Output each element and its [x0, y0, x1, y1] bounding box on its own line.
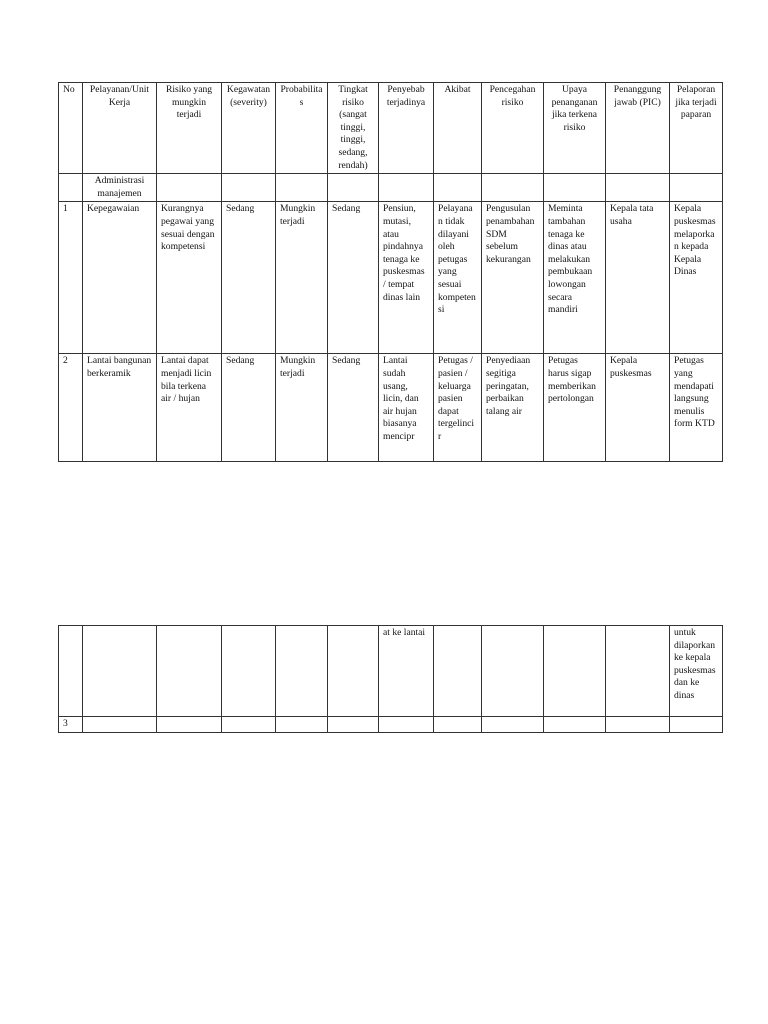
table-cell: Sedang — [221, 353, 276, 463]
table-cell: Petugas yang mendapati langsung menulis … — [669, 353, 723, 463]
table-cell: 1 — [58, 201, 83, 355]
table-cell: Penyediaan segitiga peringatan, perbaika… — [481, 353, 544, 463]
section-label: Administrasi manajemen — [82, 173, 157, 203]
header-cell: Akibat — [433, 81, 482, 175]
table-cell: Lantai bangunan berkeramik — [82, 353, 157, 463]
risk-table-page-2: at ke lantai untuk dilaporkan ke kepala … — [58, 625, 723, 733]
header-cell: Probabilitas — [275, 81, 328, 175]
table-cell: Kepala puskesmas — [605, 353, 670, 463]
header-cell: Upaya penanganan jika terkena risiko — [543, 81, 606, 175]
table-cell: Pengusulan penambahan SDM sebelum kekura… — [481, 201, 544, 355]
table-cell: Pelayanan tidak dilayani oleh petugas ya… — [433, 201, 482, 355]
table-row: 1 Kepegawaian Kurangnya pegawai yang ses… — [58, 201, 723, 355]
header-cell: Risiko yang mungkin terjadi — [156, 81, 222, 175]
header-cell: Penyebab terjadinya — [378, 81, 434, 175]
header-row: No Pelayanan/Unit Kerja Risiko yang mung… — [58, 81, 723, 175]
table-row: 2 Lantai bangunan berkeramik Lantai dapa… — [58, 353, 723, 463]
table-cell: Sedang — [221, 201, 276, 355]
header-cell: Penanggung jawab (PIC) — [605, 81, 670, 175]
table-cell: 2 — [58, 353, 83, 463]
table-cell: Lantai dapat menjadi licin bila terkena … — [156, 353, 222, 463]
header-cell: Pelayanan/Unit Kerja — [82, 81, 157, 175]
table-cell: Kepegawaian — [82, 201, 157, 355]
table-cell: Mungkin terjadi — [275, 353, 328, 463]
table-cell: Sedang — [327, 201, 379, 355]
table-cell: Lantai sudah usang, licin, dan air hujan… — [378, 353, 434, 463]
table-cell: Petugas harus sigap memberikan pertolong… — [543, 353, 606, 463]
table-row-continued: at ke lantai untuk dilaporkan ke kepala … — [58, 625, 723, 717]
header-cell: No — [58, 81, 83, 175]
header-cell: Tingkat risiko (sangat tinggi, tinggi, s… — [327, 81, 379, 175]
table-cell: Kepala puskesmas melaporkan kepada Kepal… — [669, 201, 723, 355]
table-cell: at ke lantai — [378, 625, 434, 717]
header-cell: Pelaporan jika terjadi paparan — [669, 81, 723, 175]
table-cell: Kepala tata usaha — [605, 201, 670, 355]
risk-table-page-1: No Pelayanan/Unit Kerja Risiko yang mung… — [58, 81, 723, 463]
table-cell: Sedang — [327, 353, 379, 463]
table-cell: Mungkin terjadi — [275, 201, 328, 355]
table-cell: Kurangnya pegawai yang sesuai dengan kom… — [156, 201, 222, 355]
table-row: 3 — [58, 716, 723, 733]
header-cell: Kegawatan (severity) — [221, 81, 276, 175]
table-cell: 3 — [58, 716, 83, 733]
table-cell: Meminta tambahan tenaga ke dinas atau me… — [543, 201, 606, 355]
table-cell: Pensiun, mutasi, atau pindahnya tenaga k… — [378, 201, 434, 355]
table-cell: Petugas / pasien / keluarga pasien dapat… — [433, 353, 482, 463]
header-cell: Pencegahan risiko — [481, 81, 544, 175]
table-cell: untuk dilaporkan ke kepala puskesmas dan… — [669, 625, 723, 717]
section-row: Administrasi manajemen — [58, 173, 723, 203]
